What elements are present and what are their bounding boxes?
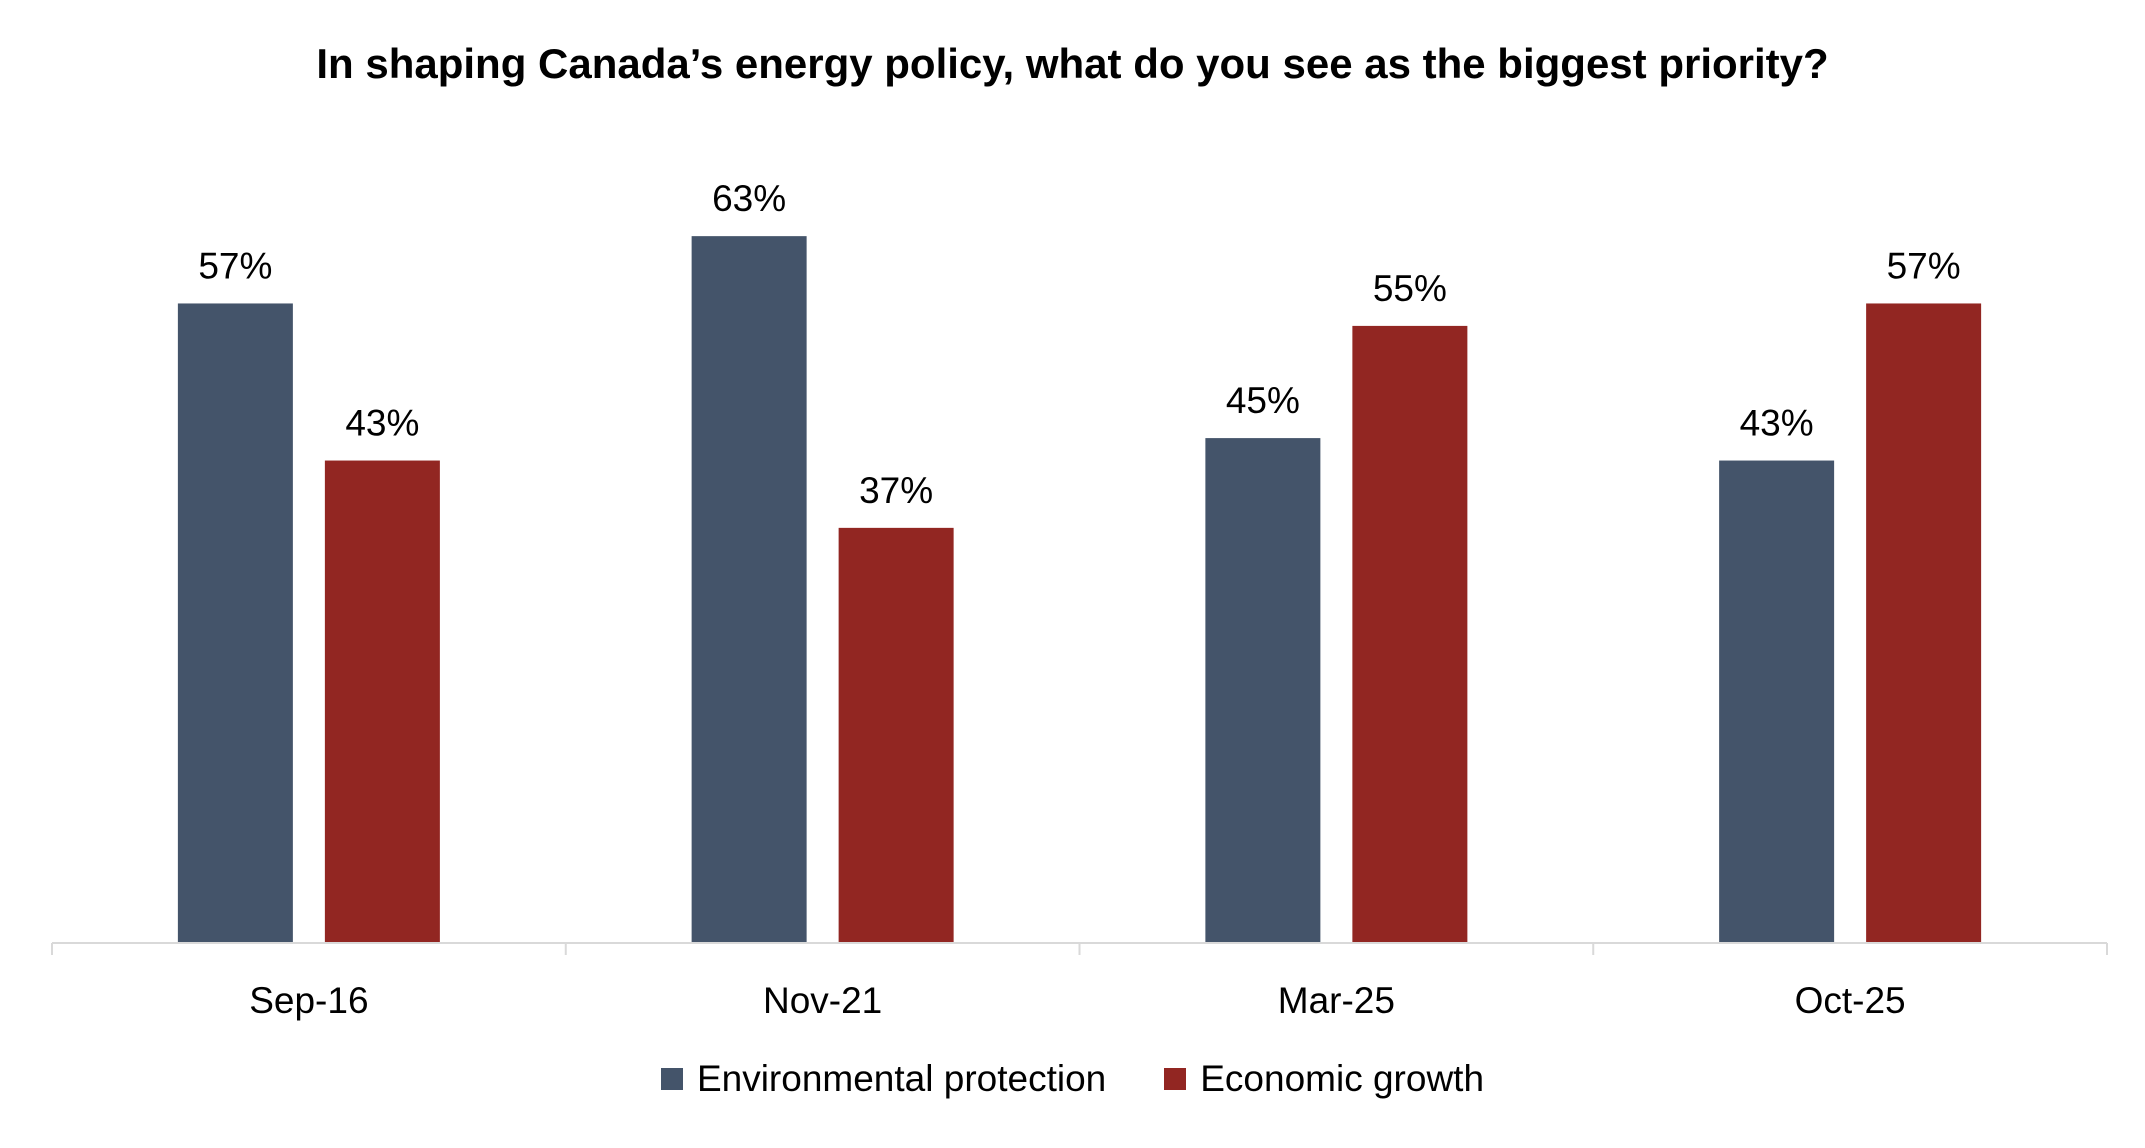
data-label-environmental-protection-mar-25: 45% — [1226, 380, 1300, 421]
data-label-environmental-protection-oct-25: 43% — [1740, 403, 1814, 444]
bar-environmental-protection-nov-21 — [691, 236, 807, 943]
data-label-environmental-protection-nov-21: 63% — [712, 178, 786, 219]
data-label-economic-growth-nov-21: 37% — [859, 470, 933, 511]
bar-economic-growth-mar-25 — [1352, 325, 1468, 943]
chart-title: In shaping Canada’s energy policy, what … — [316, 40, 1829, 87]
legend-swatch-economic-growth — [1164, 1068, 1187, 1090]
data-label-economic-growth-mar-25: 55% — [1373, 268, 1447, 309]
legend-item-economic-growth: Economic growth — [1164, 1058, 1484, 1100]
legend: Environmental protection Economic growth — [0, 1058, 2145, 1100]
legend-label-economic-growth: Economic growth — [1200, 1058, 1485, 1099]
legend-label-environmental-protection: Environmental protection — [696, 1058, 1107, 1099]
x-tick-label-oct-25: Oct-25 — [1795, 980, 1906, 1021]
x-tick-label-mar-25: Mar-25 — [1278, 980, 1395, 1021]
bars-group: 57% 43% 63% 37% 45% 55% 43% 57% — [177, 178, 1982, 944]
legend-item-environmental-protection: Environmental protection — [660, 1058, 1107, 1100]
bar-environmental-protection-mar-25 — [1205, 438, 1321, 943]
bar-economic-growth-oct-25 — [1866, 303, 1982, 944]
bar-environmental-protection-oct-25 — [1719, 460, 1835, 943]
bar-economic-growth-nov-21 — [838, 527, 954, 943]
x-tick-label-sep-16: Sep-16 — [249, 980, 368, 1021]
data-label-economic-growth-sep-16: 43% — [345, 403, 419, 444]
bar-environmental-protection-sep-16 — [177, 303, 293, 944]
legend-swatch-environmental-protection — [660, 1068, 683, 1090]
bar-economic-growth-sep-16 — [324, 460, 440, 943]
data-label-economic-growth-oct-25: 57% — [1887, 245, 1961, 286]
x-axis: Sep-16 Nov-21 Mar-25 Oct-25 — [51, 942, 2108, 1021]
data-label-environmental-protection-sep-16: 57% — [198, 245, 272, 286]
x-tick-label-nov-21: Nov-21 — [763, 980, 882, 1021]
